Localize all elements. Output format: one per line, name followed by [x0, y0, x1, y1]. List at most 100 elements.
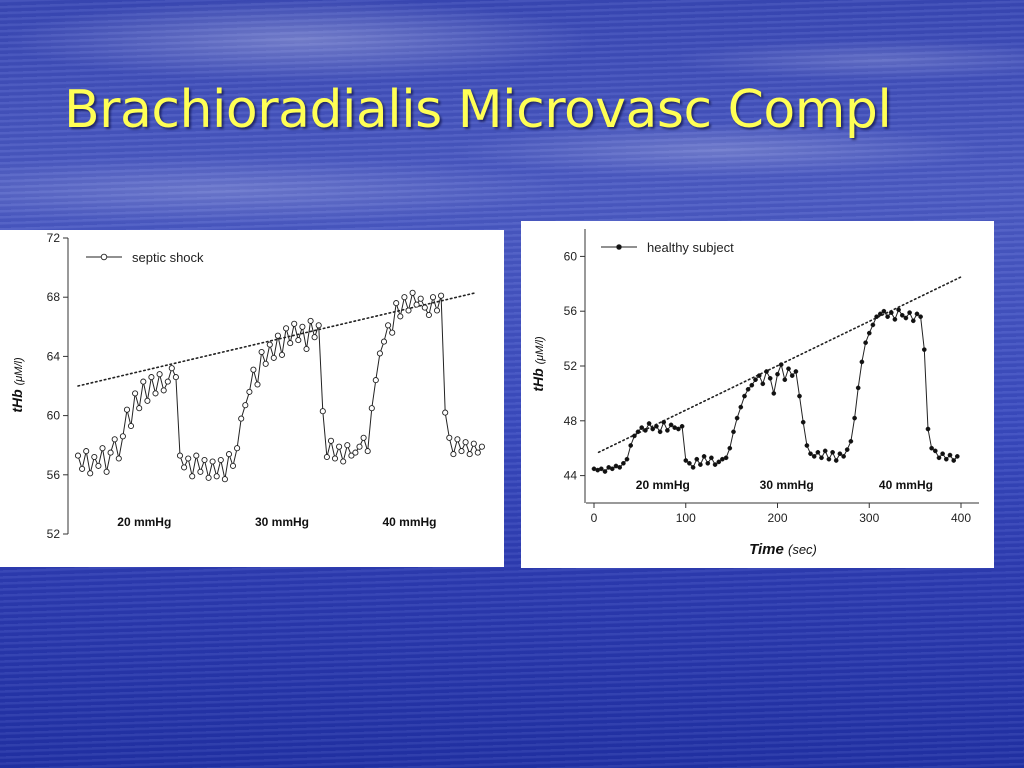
- data-point: [266, 341, 273, 348]
- data-point: [903, 315, 909, 321]
- data-point: [855, 385, 861, 391]
- data-point: [698, 462, 703, 467]
- data-point: [683, 458, 689, 463]
- data-point: [951, 458, 957, 463]
- data-point: [176, 452, 184, 459]
- data-point: [278, 351, 286, 358]
- data-point: [694, 456, 700, 462]
- data-point: [808, 451, 813, 457]
- data-point: [657, 429, 663, 435]
- y-tick-label: 56: [564, 304, 578, 318]
- data-point: [632, 433, 637, 439]
- data-point: [767, 375, 773, 381]
- data-point: [745, 386, 751, 392]
- data-point: [425, 311, 432, 319]
- legend-label: healthy subject: [647, 240, 734, 255]
- data-point: [442, 409, 449, 416]
- data-point: [474, 449, 481, 456]
- data-point: [598, 466, 604, 472]
- data-point: [433, 307, 441, 314]
- data-point: [348, 452, 355, 459]
- data-point: [397, 313, 404, 320]
- data-point: [303, 345, 310, 353]
- data-point: [315, 322, 322, 329]
- data-point: [197, 468, 204, 475]
- data-point: [668, 422, 674, 428]
- data-point: [205, 474, 212, 481]
- pressure-label: 40 mmHg: [382, 515, 436, 529]
- data-point: [921, 347, 927, 352]
- data-point: [217, 456, 224, 464]
- data-point: [907, 310, 912, 315]
- data-point: [709, 455, 714, 461]
- data-point: [478, 443, 485, 450]
- y-tick-label: 68: [47, 290, 61, 304]
- data-point: [299, 323, 306, 330]
- y-tick-label: 56: [47, 468, 61, 482]
- data-point: [319, 408, 326, 415]
- data-point: [910, 318, 916, 324]
- data-point: [848, 438, 854, 444]
- data-point: [258, 348, 265, 356]
- data-point: [789, 373, 795, 378]
- data-point: [127, 422, 135, 430]
- data-point: [742, 393, 747, 399]
- data-point: [874, 314, 879, 320]
- data-point: [936, 455, 942, 461]
- data-point: [213, 473, 220, 480]
- legend-marker: [100, 253, 108, 261]
- data-point: [940, 451, 945, 457]
- data-point: [841, 454, 846, 459]
- data-point: [327, 437, 335, 444]
- x-tick-label: 300: [859, 511, 879, 525]
- data-point: [954, 454, 960, 459]
- data-point: [654, 423, 659, 429]
- data-point: [885, 314, 890, 320]
- data-point: [621, 460, 626, 466]
- pressure-label: 30 mmHg: [255, 515, 309, 529]
- data-point: [250, 366, 257, 373]
- y-tick-label: 60: [564, 249, 578, 263]
- data-point: [172, 374, 179, 381]
- data-point: [624, 456, 630, 462]
- x-tick-label: 100: [676, 511, 696, 525]
- data-point: [429, 294, 437, 301]
- data-point: [262, 360, 269, 367]
- data-point: [932, 448, 938, 454]
- data-point: [270, 354, 277, 361]
- data-point: [679, 423, 685, 429]
- data-point: [870, 322, 876, 328]
- data-point: [360, 434, 367, 441]
- data-point: [723, 455, 729, 461]
- data-point: [863, 340, 868, 346]
- data-point: [238, 415, 245, 422]
- data-point: [859, 359, 865, 365]
- legend-label: septic shock: [132, 250, 204, 265]
- data-point: [144, 397, 151, 404]
- data-point: [111, 436, 118, 443]
- data-point: [738, 404, 744, 410]
- data-point: [800, 419, 806, 425]
- data-point: [385, 322, 392, 329]
- data-point: [119, 433, 126, 440]
- data-point: [764, 369, 769, 374]
- data-point: [466, 451, 473, 458]
- data-point: [291, 320, 298, 327]
- y-tick-label: 52: [564, 359, 578, 373]
- data-point: [148, 374, 155, 381]
- data-point: [635, 429, 641, 435]
- x-axis-label: Time (sec): [749, 541, 817, 558]
- data-point: [152, 390, 159, 397]
- data-point: [881, 308, 887, 314]
- data-point: [103, 468, 110, 475]
- data-point: [221, 476, 228, 483]
- data-point: [819, 455, 824, 461]
- data-point: [888, 310, 894, 315]
- data-point: [225, 451, 233, 458]
- data-point: [929, 445, 934, 451]
- data-point: [164, 378, 171, 385]
- data-point: [83, 448, 90, 455]
- data-point: [201, 456, 208, 464]
- data-point: [99, 445, 106, 452]
- data-point: [617, 465, 623, 470]
